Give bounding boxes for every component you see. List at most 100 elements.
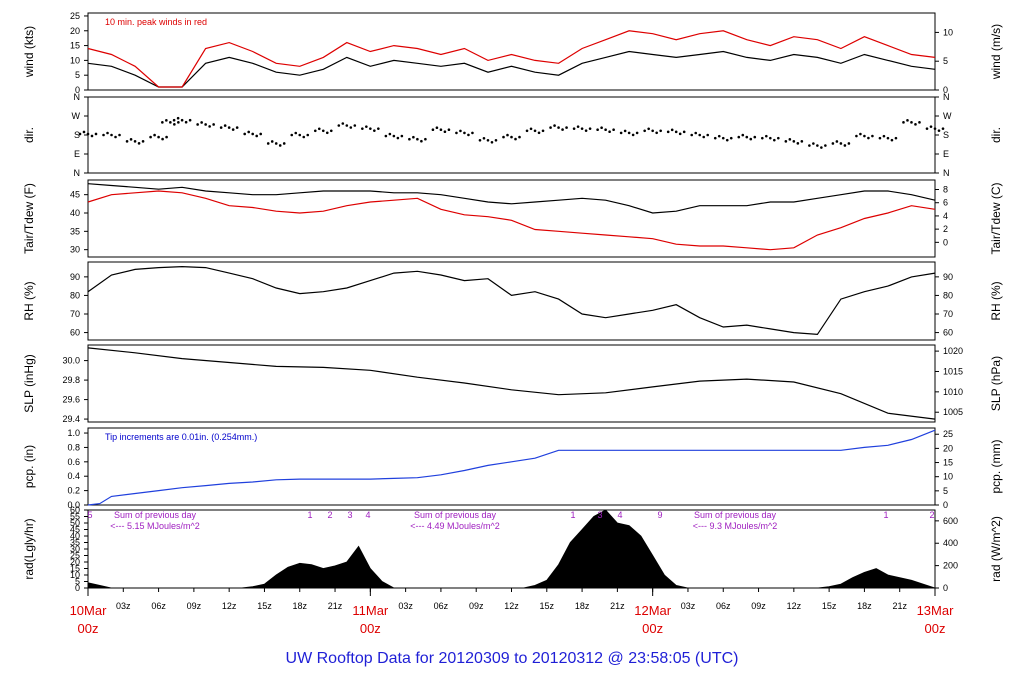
dir-ytick-label: S [74,130,80,140]
dir-point [161,137,164,141]
dir-point [270,140,274,143]
dir-point [172,118,176,122]
dir-point [435,126,439,130]
rad-ytick-label: 25 [70,551,80,561]
dir-point [914,123,917,126]
dir-point [345,124,349,127]
dir-point [490,140,494,144]
rad-ytick-label: 5 [75,577,80,587]
pcp-annotation: Tip increments are 0.01in. (0.254mm.) [105,432,257,442]
dir-point [102,133,105,137]
dir-point [184,120,188,124]
dir-point [169,121,172,124]
dir-point [486,138,490,142]
pcp-series-0 [87,429,936,506]
time-tick-label: 15z [257,601,272,611]
dir-point [294,131,298,135]
dir-point [478,138,482,142]
dir-point [439,128,443,132]
temp-series-0 [87,183,936,214]
dir-point [231,128,235,131]
rad-ytick-label: 10 [70,570,80,580]
dir-point [447,128,451,132]
day-label-date: 11Mar [352,603,389,618]
dir-ytick-label: W [72,111,81,121]
time-tick-label: 18z [575,601,590,611]
slp-ylabel: SLP (inHg) [22,354,36,412]
dir-point [623,129,627,133]
rad-top-digit: 1 [883,510,888,520]
dir-point [255,134,258,138]
dir-point [467,133,470,137]
rh-ytick-label: 70 [70,309,80,319]
rad-annotation-line2: <--- 5.15 MJoules/m^2 [110,521,200,531]
dir-point [933,127,937,130]
dir-point [388,132,392,136]
dir-point [125,140,129,143]
dir-point [890,138,894,142]
dir-point [820,146,823,149]
rad-annotation-line2: <--- 9.3 MJoules/m^2 [693,521,778,531]
slp-ytick-label: 29.8 [62,375,80,385]
rh-ytick-label: 60 [70,328,80,338]
dir-point [588,127,592,130]
temp-y2tick-label: 0 [943,237,948,247]
dir-point [941,127,945,130]
rad-top-digit: 4 [365,510,370,520]
dir-point [784,140,788,143]
dir-point [416,137,419,141]
temp-y2tick-label: 6 [943,198,948,208]
dir-point [925,127,929,130]
dir-point [188,118,192,122]
dir-point [106,131,109,135]
dir-point [133,140,137,143]
dir-point [396,136,400,140]
rad-ytick-label: 35 [70,538,80,548]
rad-frame [87,509,936,589]
pcp-ytick-label: 0.2 [67,486,80,496]
dir-ylabel: dir. [22,127,36,143]
dir-point [557,126,560,129]
rh-y2tick-label: 80 [943,290,953,300]
rad-top-digit: 4 [617,510,622,520]
dir-point [274,142,278,145]
dir-point [180,118,184,122]
dir-point [325,131,329,135]
dir-point [518,135,521,139]
dir-point [882,134,886,138]
pcp-y2tick-label: 20 [943,443,953,453]
dir-point [278,144,282,147]
dir-point [161,121,164,124]
dir-point [223,124,227,127]
dir-point [835,140,839,143]
dir-point [173,123,176,126]
time-tick-label: 09z [751,601,766,611]
pcp-y2tick-label: 10 [943,472,953,482]
dir-point [321,129,325,133]
dir-y2tick-label: N [943,168,950,178]
day-label-date: 13Mar [917,603,955,618]
time-tick-label: 03z [116,601,131,611]
dir-point [298,133,302,137]
pcp-frame [87,427,936,506]
wind-y2tick-label: 10 [943,27,953,37]
rad-top-digit: 2 [929,510,934,520]
dir-point [529,127,533,131]
dir-point [643,129,646,133]
dir-y2tick-label: S [943,130,949,140]
dir-point [761,136,764,140]
dir-point [502,135,505,139]
slp-y2tick-label: 1015 [943,366,963,376]
temp-ytick-label: 30 [70,245,80,255]
slp-y2tick-label: 1020 [943,346,963,356]
dir-point [165,119,168,122]
dir-point [706,133,710,137]
dir-point [808,144,811,147]
dir-point [871,134,874,138]
dir-point [537,131,541,135]
wind-ytick-label: 5 [75,70,80,80]
dir-point [765,134,768,138]
dir-point [525,129,529,133]
dir-point [506,133,509,137]
rad-top-digit: 2 [327,510,332,520]
